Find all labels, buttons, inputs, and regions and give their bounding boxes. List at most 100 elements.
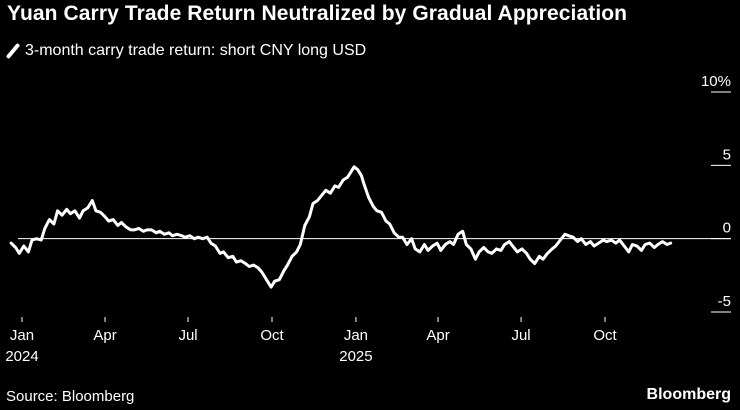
x-tick-year-label: 2025 — [339, 348, 372, 365]
data-point — [142, 230, 144, 232]
source-note: Source: Bloomberg — [6, 388, 135, 405]
data-point — [653, 246, 655, 249]
series-line — [9, 165, 673, 289]
data-point — [108, 220, 110, 222]
data-point — [525, 252, 528, 254]
data-point — [406, 243, 408, 246]
x-tick-label: Oct — [260, 327, 284, 344]
data-point — [130, 229, 132, 231]
data-point — [657, 243, 659, 246]
data-point — [661, 241, 664, 243]
data-point — [419, 251, 421, 253]
data-point — [283, 270, 285, 272]
data-point — [606, 241, 608, 243]
data-point — [423, 243, 425, 246]
data-point — [308, 216, 310, 218]
data-point — [189, 235, 191, 237]
data-point — [593, 245, 595, 247]
data-point — [286, 264, 289, 266]
data-point — [206, 236, 208, 238]
data-point — [317, 199, 319, 202]
data-point — [112, 219, 114, 221]
data-point — [452, 243, 455, 246]
data-point — [82, 210, 84, 212]
data-point — [244, 263, 247, 265]
data-point — [500, 249, 502, 251]
chart-title: Yuan Carry Trade Return Neutralized by G… — [7, 2, 628, 25]
data-point — [398, 236, 400, 238]
data-point — [168, 232, 170, 234]
data-point — [649, 242, 651, 244]
data-point — [257, 267, 259, 269]
data-point — [615, 242, 617, 244]
bloomberg-logo: Bloomberg — [646, 386, 731, 403]
data-point — [104, 216, 106, 218]
data-point — [146, 229, 148, 231]
data-point — [155, 232, 157, 234]
data-point — [602, 239, 604, 241]
data-point — [487, 251, 489, 253]
data-point — [214, 245, 216, 247]
data-point — [138, 227, 140, 229]
data-point — [27, 251, 29, 253]
data-point — [312, 202, 314, 205]
data-point — [321, 194, 323, 196]
data-point — [117, 224, 119, 227]
data-point — [462, 230, 464, 232]
data-point — [40, 239, 42, 241]
data-point — [580, 238, 582, 240]
y-tick-label: 0 — [723, 220, 731, 237]
data-point — [411, 238, 413, 240]
x-axis: Jan 2024 Apr Jul Oct Jan 2025 Apr Jul Oct — [5, 317, 617, 365]
data-point — [197, 236, 199, 238]
data-point — [347, 176, 349, 178]
data-point — [368, 197, 370, 199]
data-point — [491, 252, 493, 254]
data-point — [427, 249, 429, 251]
data-point — [53, 223, 55, 225]
y-tick-label: -5 — [718, 293, 731, 310]
data-point — [10, 242, 12, 244]
data-point — [610, 239, 613, 241]
data-point — [623, 245, 625, 247]
data-point — [380, 211, 383, 213]
x-tick-label: Jul — [178, 327, 197, 344]
data-point — [631, 243, 634, 246]
data-point — [240, 260, 242, 262]
data-point — [133, 229, 135, 231]
data-point — [36, 238, 38, 240]
data-point — [95, 210, 97, 212]
data-point — [296, 251, 298, 253]
data-point — [508, 241, 510, 243]
data-point — [223, 251, 225, 253]
data-point — [542, 258, 544, 260]
x-tick-year-label: 2024 — [5, 348, 38, 365]
data-point — [235, 261, 237, 263]
data-point — [449, 241, 451, 243]
data-point — [513, 246, 515, 249]
data-point — [504, 243, 506, 246]
data-point — [120, 221, 122, 224]
data-point — [457, 233, 459, 235]
data-point — [299, 243, 301, 246]
data-point — [69, 213, 71, 215]
data-point — [389, 223, 391, 225]
x-tick-label: Apr — [93, 327, 116, 344]
chart-legend: 3-month carry trade return: short CNY lo… — [5, 42, 366, 60]
data-point — [291, 255, 293, 257]
data-point — [304, 224, 306, 227]
data-point — [393, 232, 395, 234]
data-point — [619, 239, 621, 241]
data-point — [559, 239, 561, 241]
data-point — [74, 210, 76, 212]
data-point — [325, 189, 327, 191]
data-point — [440, 249, 442, 251]
x-tick-label: Jan — [344, 327, 368, 344]
data-point — [529, 258, 531, 260]
data-point — [253, 264, 255, 266]
data-point — [99, 211, 102, 213]
data-point — [270, 286, 272, 288]
data-point — [470, 248, 472, 250]
data-point — [474, 258, 476, 260]
data-point — [666, 243, 668, 246]
